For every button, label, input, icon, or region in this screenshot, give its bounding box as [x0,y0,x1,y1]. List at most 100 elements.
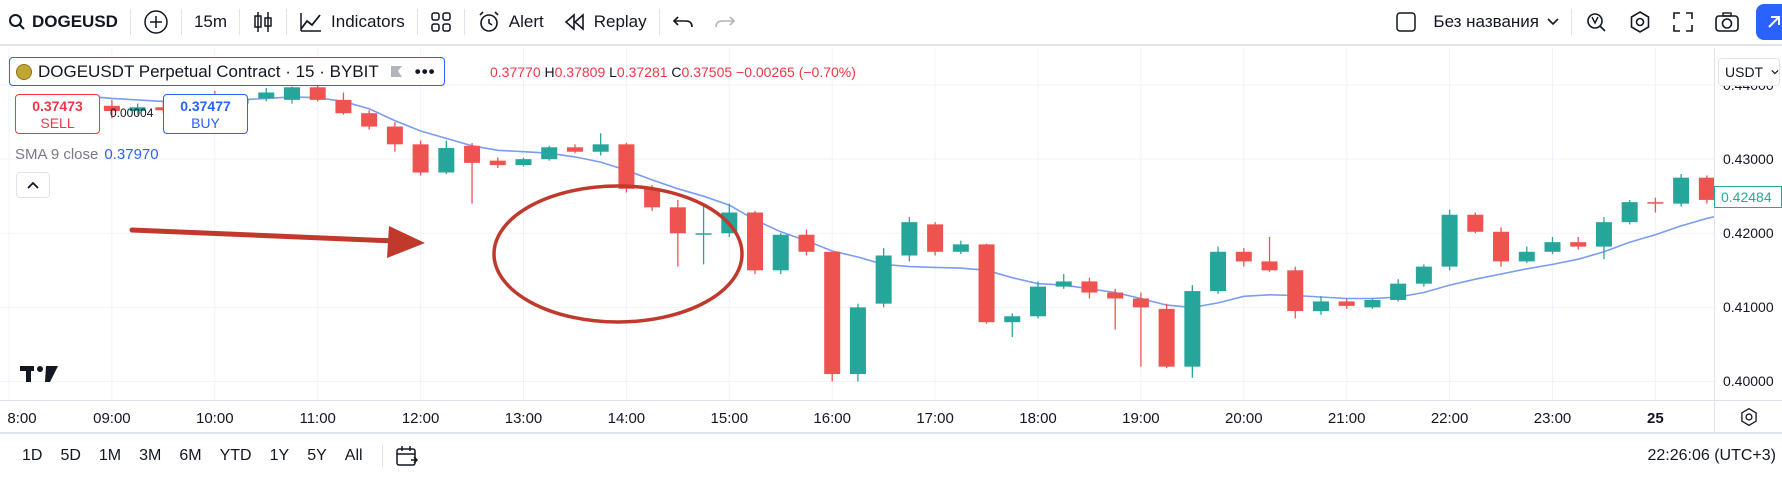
time-scale[interactable]: 8:00 09:00 10:00 11:00 12:00 13:00 14:00 15:00 1… [0,400,1714,432]
clock-timezone[interactable]: 22:26:06 (UTC+3) [1647,446,1776,464]
candle[interactable] [1647,197,1664,213]
candle[interactable] [1235,248,1252,267]
annotation-arrow[interactable] [129,226,425,258]
chart-type-button[interactable] [242,0,284,45]
candle[interactable] [309,83,326,102]
candle[interactable] [1184,285,1201,378]
range-ytd[interactable]: YTD [219,446,252,464]
candle[interactable] [1621,199,1638,225]
candle[interactable] [824,251,841,382]
quick-search-button[interactable] [1574,0,1618,45]
candle[interactable] [1544,236,1561,255]
candle[interactable] [798,229,815,256]
candle-body [644,188,661,208]
candle[interactable] [1030,281,1046,319]
candle[interactable] [1441,209,1458,271]
candle[interactable] [438,140,455,174]
range-5y[interactable]: 5Y [307,446,327,464]
candle[interactable] [901,216,918,262]
candle[interactable] [592,133,609,156]
settings-button[interactable] [1618,0,1662,45]
candle[interactable] [1570,236,1587,250]
currency-select[interactable]: USDT [1718,58,1780,86]
chart-pane[interactable]: DOGEUSDT Perpetual Contract · 15 · BYBIT… [0,48,1714,400]
candle[interactable] [1210,246,1227,295]
snapshot-button[interactable] [1704,0,1750,45]
candle[interactable] [978,243,995,324]
range-1m[interactable]: 1M [98,446,122,464]
candle[interactable] [1493,227,1510,267]
candle[interactable] [1287,266,1304,319]
candle[interactable] [541,145,558,161]
candle[interactable] [1518,246,1535,263]
candle[interactable] [283,86,300,104]
replay-button[interactable]: Replay [554,0,657,45]
fullscreen-button[interactable] [1662,0,1704,45]
candle[interactable] [1467,212,1484,234]
range-1d[interactable]: 1D [22,446,43,464]
candle[interactable] [1004,313,1021,338]
redo-button[interactable] [704,0,746,45]
layout-menu-button[interactable]: Без названия [1385,0,1569,45]
candle[interactable] [1338,298,1355,309]
more-icon[interactable]: ••• [414,61,436,81]
candle[interactable] [335,92,352,115]
templates-button[interactable] [420,0,462,45]
go-to-date-button[interactable] [381,442,419,469]
candle[interactable] [1132,292,1149,367]
candle[interactable] [1158,303,1175,369]
range-1y[interactable]: 1Y [269,446,290,464]
candle[interactable] [875,248,892,308]
candle[interactable] [361,110,378,130]
candle[interactable] [952,240,969,255]
candle[interactable] [464,142,481,204]
candle[interactable] [1261,236,1278,272]
candle[interactable] [1107,288,1124,330]
candle[interactable] [772,233,789,275]
candle[interactable] [386,122,403,152]
annotation-ellipse[interactable] [492,184,744,324]
candle[interactable] [1364,298,1381,309]
candle[interactable] [849,303,866,382]
interval-button[interactable]: 15m [184,0,237,45]
indicators-button[interactable]: Indicators [289,0,415,45]
candle[interactable] [412,140,429,176]
candle[interactable] [669,199,686,267]
legend-symbol-title[interactable]: DOGEUSDT Perpetual Contract · 15 · BYBIT… [9,57,445,86]
candle[interactable] [1390,279,1407,302]
range-5d[interactable]: 5D [60,446,81,464]
candle[interactable] [1595,216,1612,260]
publish-button[interactable] [1756,4,1782,40]
undo-button[interactable] [662,0,704,45]
candle[interactable] [1055,274,1072,289]
range-6m[interactable]: 6M [179,446,202,464]
candle[interactable] [103,99,120,119]
candle[interactable] [1312,296,1329,315]
candle[interactable] [618,142,635,193]
legend-collapse-button[interactable] [16,172,50,198]
symbol-search-button[interactable]: DOGEUSD [0,0,128,45]
candle[interactable] [695,205,712,265]
candle[interactable] [1673,173,1690,207]
sma-legend[interactable]: SMA 9 close 0.37970 [15,146,159,163]
range-3m[interactable]: 3M [139,446,162,464]
candlestick-chart[interactable] [0,48,1714,400]
candle[interactable] [515,157,532,167]
range-all[interactable]: All [344,446,363,464]
scale-settings-button[interactable] [1714,400,1782,432]
candle[interactable] [258,88,275,102]
tradingview-logo[interactable] [20,364,60,390]
candle[interactable] [1698,175,1714,204]
candle[interactable] [1415,264,1432,287]
candle[interactable] [927,222,944,256]
candle[interactable] [129,103,146,115]
sell-button[interactable]: 0.37473 SELL [15,94,100,134]
alert-button[interactable]: Alert [467,0,554,45]
candle[interactable] [489,157,506,169]
candle[interactable] [1081,277,1098,299]
compare-symbol-button[interactable] [133,0,179,45]
buy-button[interactable]: 0.37477 BUY [163,94,248,134]
candle[interactable] [747,211,764,275]
candle[interactable] [566,144,583,154]
